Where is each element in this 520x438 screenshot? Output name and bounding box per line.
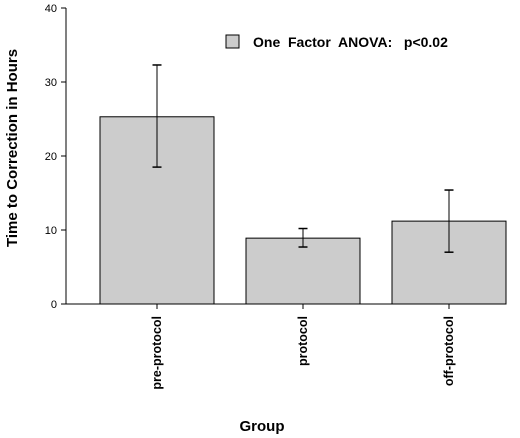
plot-area: 0 10 20 30 40 pre-protocol protocol off-protoco… bbox=[45, 3, 507, 390]
y-tick-label: 30 bbox=[45, 77, 57, 89]
legend-swatch bbox=[225, 34, 240, 49]
y-tick-label: 0 bbox=[51, 299, 57, 311]
bar bbox=[245, 237, 361, 305]
legend-label: One Factor ANOVA: p<0.02 bbox=[253, 34, 448, 50]
x-axis-title: Group bbox=[240, 418, 285, 435]
y-tick-label: 20 bbox=[45, 151, 57, 163]
y-tick-label: 10 bbox=[45, 225, 57, 237]
x-tick-label: pre-protocol bbox=[150, 316, 164, 390]
y-tick-label: 40 bbox=[45, 3, 57, 15]
y-axis-title: Time to Correction in Hours bbox=[4, 49, 21, 247]
x-tick-label: off-protocol bbox=[442, 316, 456, 386]
x-tick-label: protocol bbox=[296, 316, 310, 366]
legend: One Factor ANOVA: p<0.02 bbox=[225, 34, 448, 50]
